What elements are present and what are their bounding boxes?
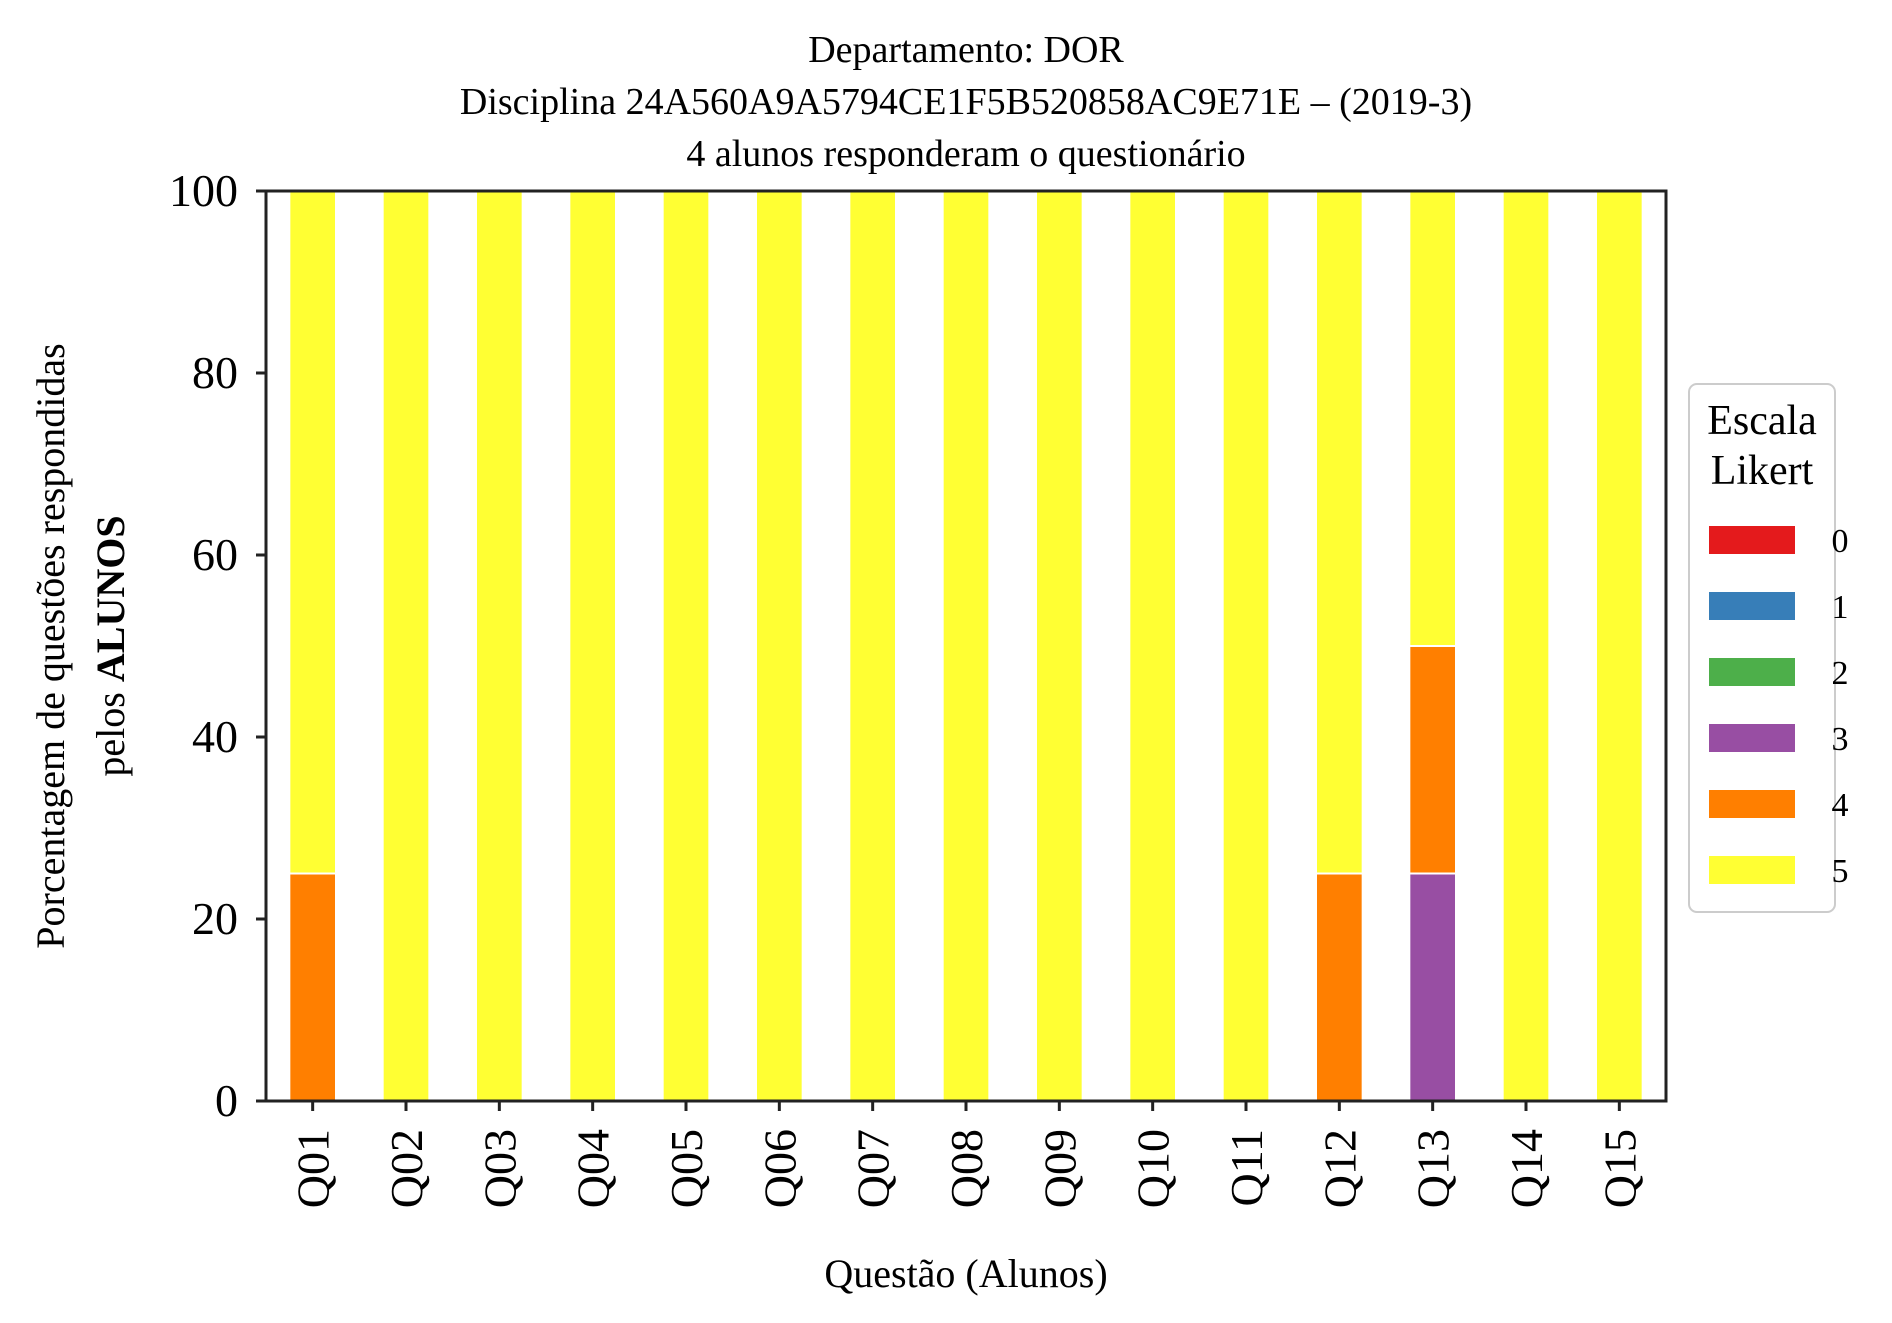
bar-q13-level-5: [1408, 190, 1458, 647]
legend-label-0: 0: [1832, 523, 1849, 560]
x-tick-label: Q01: [288, 1129, 339, 1208]
legend-label-4: 4: [1832, 787, 1849, 824]
chart-title-line-2: Disciplina 24A560A9A5794CE1F5B520858AC9E…: [460, 81, 1472, 123]
y-axis-label: Porcentagem de questões respondidas pelo…: [28, 343, 133, 948]
x-tick-label: Q15: [1594, 1129, 1645, 1208]
legend-swatch-3: [1709, 724, 1795, 752]
x-tick-label: Q05: [661, 1129, 712, 1208]
bar-q09-level-5: [1035, 190, 1084, 1102]
bar-q03-level-5: [475, 190, 524, 1102]
y-tick-label: 40: [192, 711, 238, 762]
legend-swatch-0: [1709, 526, 1795, 554]
y-tick-label: 20: [192, 893, 238, 944]
bar-q04-level-5: [568, 190, 617, 1102]
bar-q14-level-5: [1501, 190, 1551, 1102]
bar-q01-level-5: [288, 190, 338, 875]
x-tick-label: Q11: [1221, 1129, 1272, 1207]
legend-swatch-5: [1709, 856, 1795, 884]
y-axis-ticks: 0 20 40 60 80 100: [169, 165, 266, 1126]
legend-label-5: 5: [1832, 853, 1849, 890]
x-tick-label: Q04: [568, 1129, 619, 1208]
legend-frame: [1688, 383, 1836, 913]
bar-q06-level-5: [755, 190, 804, 1102]
legend-swatch-4: [1709, 790, 1795, 818]
legend-swatch-1: [1709, 592, 1795, 620]
bars-group: [288, 190, 1644, 1102]
bar-q07-level-5: [848, 190, 897, 1102]
bar-q10-level-5: [1128, 190, 1178, 1102]
y-tick-label: 60: [192, 529, 238, 580]
legend-label-1: 1: [1832, 589, 1849, 626]
bar-q12-level-4: [1315, 872, 1364, 1102]
chart-title-line-3: 4 alunos responderam o questionário: [686, 133, 1245, 175]
x-axis-label: Questão (Alunos): [824, 1251, 1107, 1296]
x-axis-ticks: Q01 Q02 Q03 Q04 Q05 Q06 Q07 Q08 Q09 Q10 Q11 Q12 Q13 Q…: [288, 1101, 1645, 1208]
x-tick-label: Q08: [941, 1129, 992, 1208]
x-tick-label: Q02: [381, 1129, 432, 1208]
y-tick-label: 0: [215, 1075, 238, 1126]
bar-q01-level-4: [288, 872, 338, 1102]
bar-q08-level-5: [941, 190, 991, 1102]
x-tick-label: Q06: [754, 1129, 805, 1208]
legend-title-line-2: Likert: [1711, 448, 1814, 494]
x-tick-label: Q07: [848, 1129, 899, 1208]
legend-items: 0 1 2 3 4 5: [1709, 523, 1849, 890]
y-axis-label-line-1: Porcentagem de questões respondidas: [28, 343, 73, 948]
bar-q05-level-5: [661, 190, 711, 1102]
legend: Escala Likert 0 1 2 3 4 5: [1688, 383, 1849, 913]
bar-q11-level-5: [1221, 190, 1271, 1102]
x-tick-label: Q12: [1314, 1129, 1365, 1208]
bar-q12-level-5: [1315, 190, 1364, 875]
legend-swatch-2: [1709, 658, 1795, 686]
y-tick-label: 100: [169, 165, 238, 216]
x-tick-label: Q09: [1034, 1129, 1085, 1208]
bar-q13-level-4: [1408, 645, 1458, 875]
x-tick-label: Q03: [474, 1129, 525, 1208]
x-tick-label: Q10: [1128, 1129, 1179, 1208]
bar-q02-level-5: [381, 190, 431, 1102]
bar-q15-level-5: [1595, 190, 1644, 1102]
legend-label-3: 3: [1832, 721, 1849, 758]
y-axis-label-bold: ALUNOS: [88, 515, 133, 682]
legend-title-line-1: Escala: [1707, 398, 1817, 444]
chart-title-line-1: Departamento: DOR: [808, 29, 1124, 71]
y-axis-label-line-2: pelos ALUNOS: [88, 515, 133, 776]
x-tick-label: Q13: [1408, 1129, 1459, 1208]
legend-label-2: 2: [1832, 655, 1849, 692]
x-tick-label: Q14: [1501, 1129, 1552, 1208]
bar-q13-level-3: [1408, 872, 1458, 1102]
y-axis-label-prefix: pelos: [88, 682, 133, 776]
y-tick-label: 80: [192, 347, 238, 398]
